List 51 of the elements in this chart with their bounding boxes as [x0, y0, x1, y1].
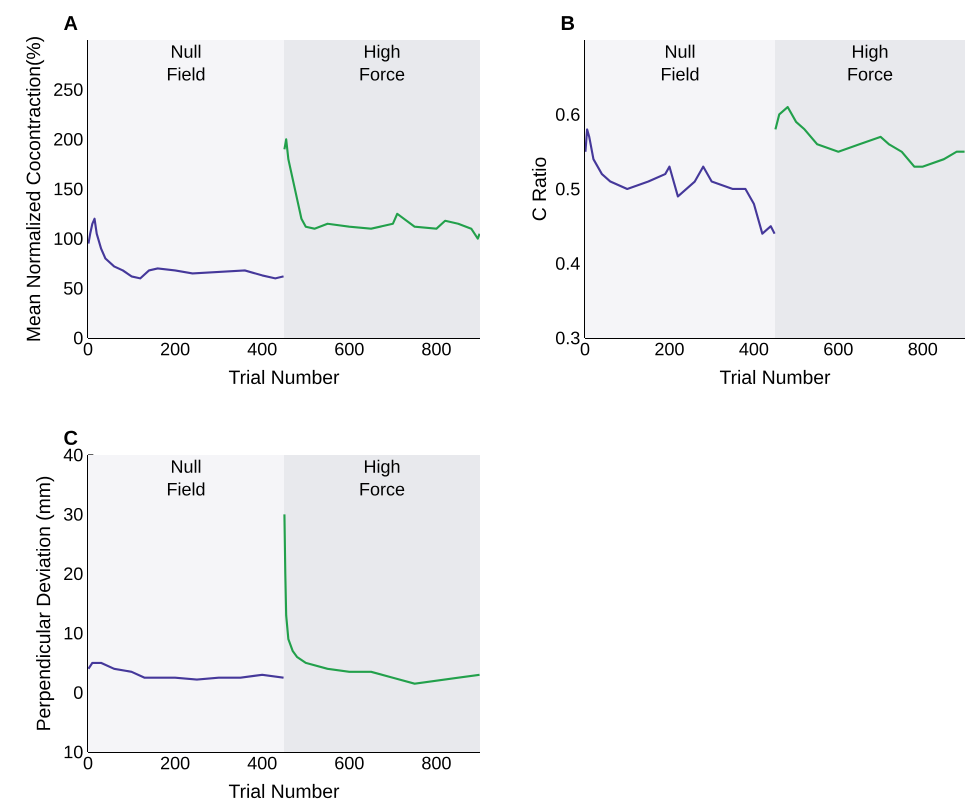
y-tick-label: 50 — [64, 282, 83, 295]
x-tick-label: 200 — [160, 342, 190, 356]
x-tick-label: 200 — [655, 342, 684, 356]
x-axis-title: Trial Number — [228, 370, 340, 384]
chart-title: C — [64, 430, 78, 445]
x-tick-label: 0 — [84, 756, 92, 770]
y-tick-label: 150 — [54, 182, 83, 196]
y-tick-label: 0.3 — [556, 332, 580, 344]
line-series — [774, 106, 966, 168]
y-tick-label: 10 — [64, 746, 83, 758]
y-tick-label: 100 — [54, 232, 83, 246]
band-label: Null Field — [168, 460, 204, 496]
chart-title: A — [64, 16, 78, 30]
band-label: Null Field — [662, 44, 698, 81]
x-tick-label: 800 — [422, 756, 451, 770]
y-tick-label: 250 — [54, 83, 83, 96]
band-label: Null Field — [168, 44, 204, 81]
y-tick-label: 40 — [64, 448, 83, 462]
line-series — [585, 128, 776, 235]
x-tick-label: 800 — [908, 342, 938, 356]
y-tick-label: 200 — [54, 132, 83, 146]
y-axis-title: Mean Normalized Cocontraction(%) — [26, 37, 44, 341]
line-series — [88, 218, 285, 280]
x-tick-label: 0 — [84, 342, 92, 356]
y-tick-label: 20 — [64, 567, 83, 580]
x-tick-label: 400 — [248, 756, 277, 770]
x-tick-label: 400 — [248, 342, 277, 356]
y-tick-label: 30 — [64, 508, 83, 521]
band-label: High Force — [360, 460, 404, 496]
x-tick-label: 800 — [422, 342, 451, 356]
y-tick-label: 0.6 — [556, 108, 580, 121]
y-tick-label: 0.4 — [556, 257, 580, 270]
line-series — [88, 662, 285, 681]
x-axis-title: Trial Number — [720, 370, 830, 384]
x-axis-title: Trial Number — [228, 784, 340, 798]
x-tick-label: 600 — [335, 756, 364, 770]
x-tick-label: 0 — [580, 342, 590, 356]
band-label: High Force — [848, 44, 892, 81]
y-tick-label: 0.5 — [556, 182, 580, 196]
y-tick-label: 10 — [64, 626, 83, 640]
chart-title: B — [562, 16, 574, 30]
x-tick-label: 600 — [824, 342, 853, 356]
band-label: High Force — [360, 44, 404, 81]
x-tick-label: 600 — [335, 342, 364, 356]
x-tick-label: 400 — [739, 342, 768, 356]
y-tick-label: 0 — [74, 686, 83, 699]
y-axis-title: Perpendicular Deviation (mm) — [36, 476, 54, 730]
line-series — [283, 138, 480, 240]
x-tick-label: 200 — [160, 756, 190, 770]
y-axis-title: C Ratio — [532, 158, 546, 220]
y-tick-label: 0 — [74, 332, 83, 344]
